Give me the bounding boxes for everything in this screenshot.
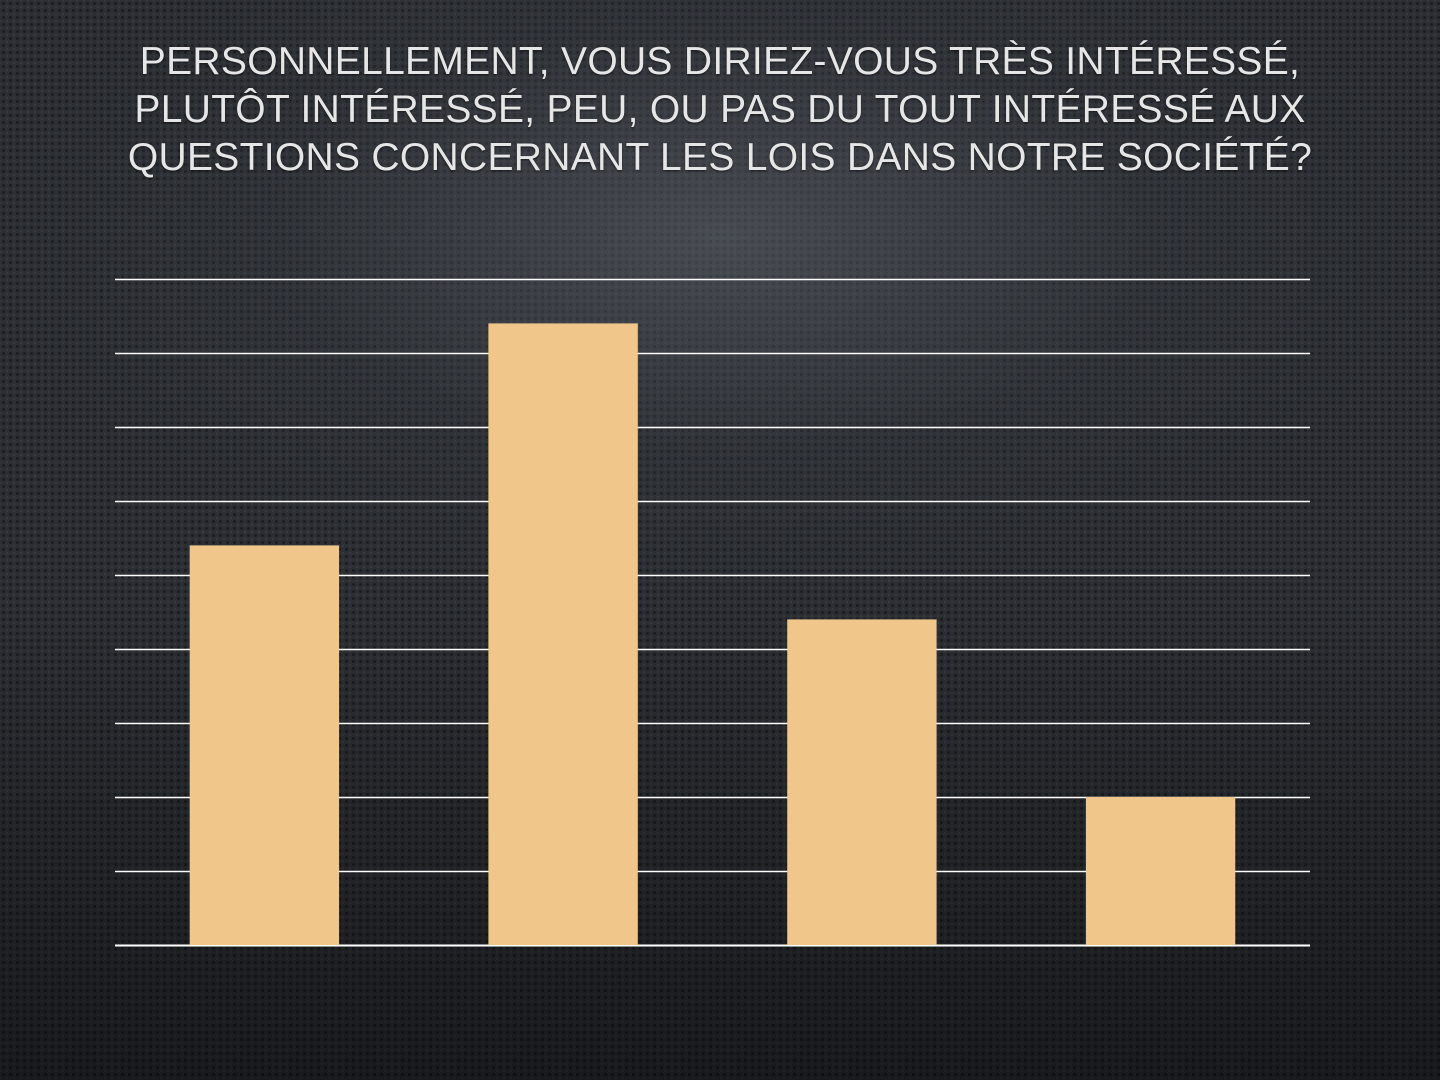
slide-title: PERSONNELLEMENT, VOUS DIRIEZ-VOUS TRÈS I… [127, 40, 1313, 179]
bars [189, 323, 1236, 945]
bar-2 [488, 323, 638, 945]
bar-3 [787, 619, 937, 945]
bar-4 [1085, 797, 1236, 945]
bar-1 [189, 545, 340, 945]
